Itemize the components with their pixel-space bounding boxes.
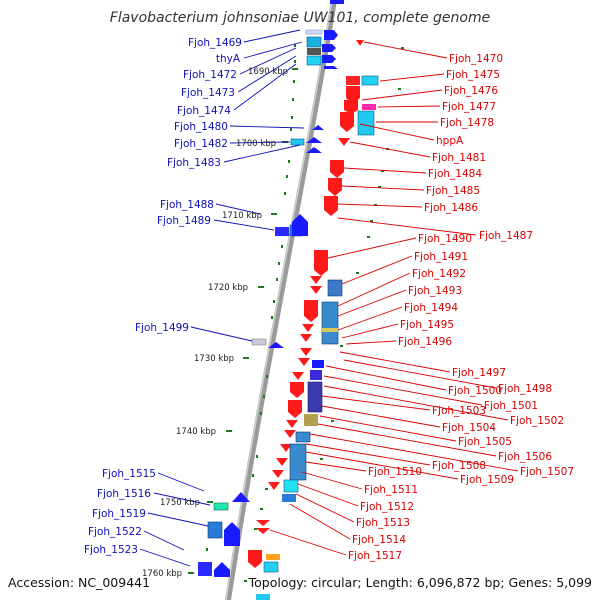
- gene-label[interactable]: Fjoh_1473: [181, 87, 235, 99]
- gene-label[interactable]: Fjoh_1475: [446, 69, 500, 81]
- gene-label[interactable]: Fjoh_1499: [135, 322, 189, 334]
- accession-text: Accession: NC_009441: [8, 575, 150, 590]
- gene-label[interactable]: Fjoh_1510: [368, 466, 422, 478]
- gene-label[interactable]: thyA: [216, 53, 241, 65]
- gene-label[interactable]: Fjoh_1509: [460, 474, 514, 486]
- gene-label[interactable]: Fjoh_1488: [160, 199, 214, 211]
- kbp-label-1700: 1700 kbp: [236, 139, 276, 149]
- chart-title: Flavobacterium johnsoniae UW101, complet…: [110, 10, 490, 26]
- gene-label[interactable]: Fjoh_1502: [510, 415, 564, 427]
- gene-label[interactable]: Fjoh_1481: [432, 152, 486, 164]
- gene-label[interactable]: Fjoh_1490: [418, 233, 472, 245]
- right-leaders: [269, 41, 519, 556]
- topology-text: Topology: circular; Length: 6,096,872 bp…: [248, 575, 592, 590]
- gene-label[interactable]: Fjoh_1506: [498, 451, 552, 463]
- kbp-scale-labels: 1690 kbp 1700 kbp 1710 kbp 1720 kbp 1730…: [142, 67, 288, 579]
- kbp-label-1710: 1710 kbp: [222, 211, 262, 221]
- gene-label[interactable]: Fjoh_1522: [88, 526, 142, 538]
- gene-label[interactable]: Fjoh_1497: [452, 367, 506, 379]
- gene-label[interactable]: Fjoh_1486: [424, 202, 478, 214]
- forward-genes: [198, 0, 344, 577]
- kbp-label-1690: 1690 kbp: [248, 67, 288, 77]
- gene-label[interactable]: Fjoh_1474: [177, 105, 231, 117]
- gene-label[interactable]: Fjoh_1491: [414, 251, 468, 263]
- gene-label[interactable]: Fjoh_1476: [444, 85, 498, 97]
- tick-track-inner: [200, 44, 296, 569]
- gene-label[interactable]: Fjoh_1483: [167, 157, 221, 169]
- gene-label[interactable]: Fjoh_1501: [484, 400, 538, 412]
- genome-backbone: [225, 0, 337, 600]
- kbp-label-1750: 1750 kbp: [160, 498, 200, 508]
- gene-label[interactable]: Fjoh_1492: [412, 268, 466, 280]
- gene-label[interactable]: Fjoh_1511: [364, 484, 418, 496]
- gene-label[interactable]: Fjoh_1513: [356, 517, 410, 529]
- gene-label[interactable]: Fjoh_1470: [449, 53, 503, 65]
- left-gene-labels: Fjoh_1469 thyA Fjoh_1472 Fjoh_1473 Fjoh_…: [84, 37, 242, 556]
- gene-label[interactable]: Fjoh_1478: [440, 117, 494, 129]
- gene-label[interactable]: Fjoh_1500: [448, 385, 502, 397]
- gene-label[interactable]: Fjoh_1495: [400, 319, 454, 331]
- gene-label[interactable]: Fjoh_1477: [442, 101, 496, 113]
- kbp-label-1730: 1730 kbp: [194, 354, 234, 364]
- kbp-label-1760: 1760 kbp: [142, 569, 182, 579]
- gene-label[interactable]: Fjoh_1523: [84, 544, 138, 556]
- gene-label[interactable]: Fjoh_1505: [458, 436, 512, 448]
- gene-label[interactable]: Fjoh_1494: [404, 302, 458, 314]
- gene-label[interactable]: Fjoh_1516: [97, 488, 151, 500]
- gene-label[interactable]: Fjoh_1484: [428, 168, 482, 180]
- right-gene-labels: Fjoh_1470 Fjoh_1475 Fjoh_1476 Fjoh_1477 …: [348, 53, 574, 562]
- gene-label[interactable]: Fjoh_1498: [498, 383, 552, 395]
- gene-label[interactable]: Fjoh_1485: [426, 185, 480, 197]
- gene-label[interactable]: Fjoh_1489: [157, 215, 211, 227]
- genome-backbone-highlight: [225, 0, 333, 600]
- gene-label[interactable]: Fjoh_1515: [102, 468, 156, 480]
- gene-label[interactable]: hppA: [436, 135, 464, 147]
- kbp-label-1740: 1740 kbp: [176, 427, 216, 437]
- gene-label[interactable]: Fjoh_1514: [352, 534, 406, 546]
- gene-label[interactable]: Fjoh_1469: [188, 37, 242, 49]
- gene-label[interactable]: Fjoh_1508: [432, 460, 486, 472]
- left-leaders: [139, 29, 305, 567]
- gene-label[interactable]: Fjoh_1517: [348, 550, 402, 562]
- gene-label[interactable]: Fjoh_1507: [520, 466, 574, 478]
- gene-label[interactable]: Fjoh_1512: [360, 501, 414, 513]
- gene-label[interactable]: Fjoh_1503: [432, 405, 486, 417]
- gene-label[interactable]: Fjoh_1504: [442, 422, 496, 434]
- gene-label[interactable]: Fjoh_1482: [174, 138, 228, 150]
- gene-label[interactable]: Fjoh_1487: [479, 230, 533, 242]
- gene-label[interactable]: Fjoh_1493: [408, 285, 462, 297]
- gene-label[interactable]: Fjoh_1472: [183, 69, 237, 81]
- reverse-genes: [248, 40, 379, 600]
- gene-label[interactable]: Fjoh_1480: [174, 121, 228, 133]
- gene-label[interactable]: Fjoh_1496: [398, 336, 452, 348]
- gene-label[interactable]: Fjoh_1519: [92, 508, 146, 520]
- kbp-label-1720: 1720 kbp: [208, 283, 248, 293]
